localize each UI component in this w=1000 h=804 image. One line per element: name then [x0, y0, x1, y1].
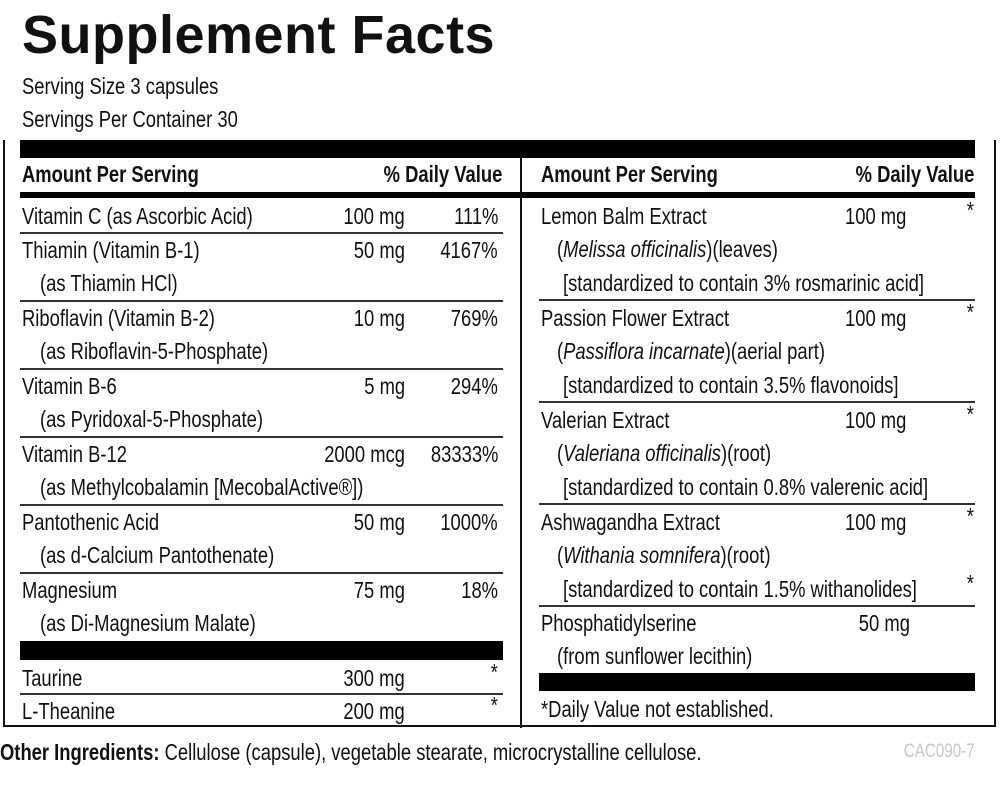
ingredient-amount: 50 mg	[858, 610, 910, 636]
other-ingredients-text: Cellulose (capsule), vegetable stearate,…	[159, 739, 702, 765]
nutrient-dv: 294%	[450, 373, 498, 399]
botanical-amount: 100 mg	[845, 407, 907, 433]
ingredient-name: Phosphatidylserine	[541, 610, 697, 636]
ingredient-dv: *	[490, 659, 498, 685]
nutrient-name: Magnesium	[22, 577, 118, 603]
botanical-name: Valerian Extract	[541, 407, 670, 433]
nutrient-dv: 1000%	[440, 509, 498, 535]
nutrient-dv: 83333%	[430, 441, 498, 467]
other-ingredients: Other Ingredients: Cellulose (capsule), …	[0, 735, 702, 769]
nutrient-name: Thiamin (Vitamin B-1)	[22, 237, 200, 263]
nutrient-amount: 10 mg	[353, 305, 405, 331]
nutrient-amount: 2000 mcg	[324, 441, 405, 467]
nutrient-source: (as Di-Magnesium Malate)	[40, 610, 256, 636]
nutrient-amount: 75 mg	[353, 577, 405, 603]
section-bar	[20, 641, 503, 660]
left-header-amount: Amount Per Serving	[22, 161, 199, 187]
botanical-name: Ashwagandha Extract	[541, 509, 720, 535]
ingredient-dv: *	[490, 692, 498, 718]
nutrient-source: (as d-Calcium Pantothenate)	[40, 542, 275, 568]
standardization-dv: *	[966, 570, 974, 596]
botanical-dv: *	[966, 401, 974, 427]
standardization: [standardized to contain 1.5% withanolid…	[563, 576, 917, 602]
latin-name: Valeriana officinalis	[563, 440, 721, 466]
nutrient-source: (as Thiamin HCl)	[40, 270, 178, 296]
nutrient-name: Vitamin B-6	[22, 373, 117, 399]
row-divider	[539, 299, 975, 301]
nutrient-amount: 50 mg	[353, 237, 405, 263]
botanical-dv: *	[966, 503, 974, 529]
product-code: CAC090-7	[904, 741, 975, 762]
botanical-dv: *	[966, 299, 974, 325]
botanical-source: (Valeriana officinalis)(root)	[557, 440, 772, 466]
plant-part: (root)	[727, 440, 772, 466]
row-divider	[539, 605, 975, 607]
botanical-source: (Melissa officinalis)(leaves)	[557, 236, 778, 262]
nutrient-name: Vitamin C (as Ascorbic Acid)	[22, 203, 253, 229]
row-divider	[20, 572, 503, 574]
row-divider	[20, 436, 503, 438]
standardization: [standardized to contain 0.8% valerenic …	[563, 474, 929, 500]
row-divider	[539, 401, 975, 403]
top-thick-bar	[20, 140, 975, 158]
ingredient-amount: 300 mg	[343, 665, 405, 691]
label-title: Supplement Facts	[22, 5, 496, 65]
right-header-dv: % Daily Value	[855, 161, 974, 187]
column-divider	[520, 158, 522, 728]
right-header-amount: Amount Per Serving	[541, 161, 718, 187]
plant-part: (root)	[726, 542, 771, 568]
nutrient-amount: 100 mg	[343, 203, 405, 229]
latin-name: Melissa officinalis	[563, 236, 707, 262]
nutrient-dv: 769%	[450, 305, 498, 331]
nutrient-name: Pantothenic Acid	[22, 509, 160, 535]
botanical-name: Lemon Balm Extract	[541, 203, 707, 229]
left-header-dv: % Daily Value	[383, 161, 502, 187]
plant-part: (aerial part)	[730, 338, 825, 364]
nutrient-source: (as Pyridoxal-5-Phosphate)	[40, 406, 263, 432]
servings-per-container: Servings Per Container 30	[22, 106, 238, 132]
ingredient-name: Taurine	[22, 665, 83, 691]
nutrient-name: Riboflavin (Vitamin B-2)	[22, 305, 215, 331]
botanical-source: (Withania somnifera)(root)	[557, 542, 771, 568]
botanical-source: (Passiflora incarnate)(aerial part)	[557, 338, 825, 364]
row-divider	[20, 504, 503, 506]
row-divider	[20, 368, 503, 370]
ingredient-amount: 200 mg	[343, 698, 405, 724]
nutrient-dv: 111%	[453, 203, 498, 229]
row-divider	[20, 300, 503, 302]
nutrient-amount: 50 mg	[353, 509, 405, 535]
nutrient-source: (as Riboflavin-5-Phosphate)	[40, 338, 269, 364]
botanical-amount: 100 mg	[845, 305, 907, 331]
plant-part: (leaves)	[712, 236, 778, 262]
row-divider	[20, 693, 503, 695]
latin-name: Passiflora incarnate	[563, 338, 725, 364]
facts-table-border	[3, 140, 996, 727]
daily-value-footnote: *Daily Value not established.	[541, 696, 774, 722]
row-divider	[20, 232, 503, 234]
nutrient-amount: 5 mg	[364, 373, 405, 399]
nutrient-dv: 4167%	[440, 237, 498, 263]
nutrient-name: Vitamin B-12	[22, 441, 128, 467]
section-bar	[539, 673, 975, 691]
botanical-dv: *	[966, 197, 974, 223]
botanical-name: Passion Flower Extract	[541, 305, 730, 331]
latin-name: Withania somnifera	[563, 542, 721, 568]
row-divider	[539, 503, 975, 505]
botanical-amount: 100 mg	[845, 203, 907, 229]
serving-size: Serving Size 3 capsules	[22, 73, 219, 99]
other-ingredients-label: Other Ingredients:	[0, 739, 160, 765]
nutrient-dv: 18%	[461, 577, 498, 603]
nutrient-source: (as Methylcobalamin [MecobalActive®])	[40, 474, 364, 500]
ingredient-name: L-Theanine	[22, 698, 116, 724]
header-rule	[20, 192, 975, 198]
standardization: [standardized to contain 3.5% flavonoids…	[563, 372, 899, 398]
standardization: [standardized to contain 3% rosmarinic a…	[563, 270, 925, 296]
botanical-amount: 100 mg	[845, 509, 907, 535]
ingredient-source: (from sunflower lecithin)	[557, 643, 753, 669]
